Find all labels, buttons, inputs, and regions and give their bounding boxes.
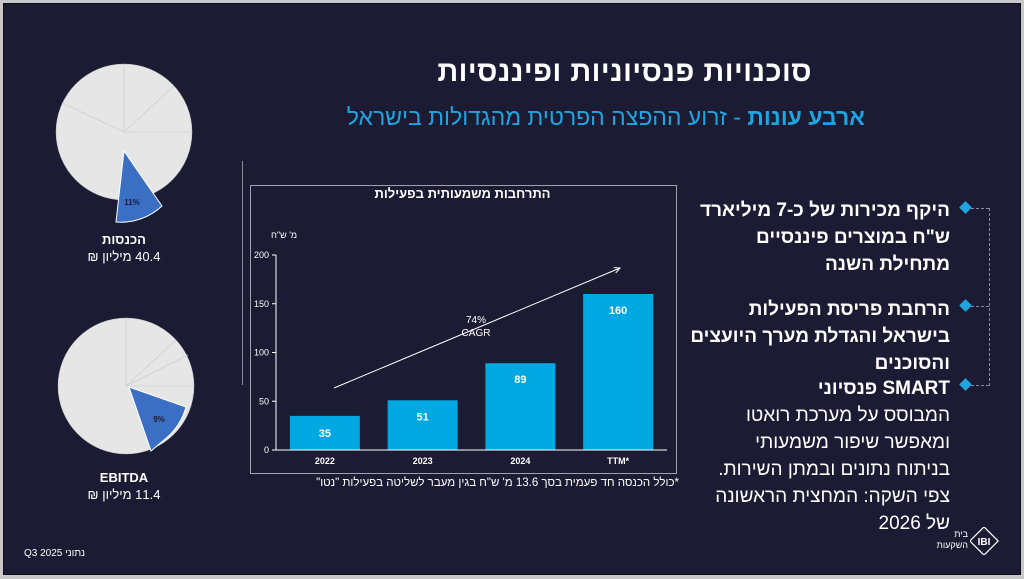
- revenue-value: 40.4 מיליון ₪: [87, 249, 161, 264]
- svg-text:IBI: IBI: [978, 537, 991, 548]
- slide: סוכנויות פנסיוניות ופיננסיות ארבע עונות …: [3, 3, 1021, 575]
- revenue-pie-share-label: 11%: [124, 198, 140, 207]
- bullet-expansion-text: הרחבת פריסת הפעילות בישראל והגדלת מערך ה…: [690, 299, 950, 374]
- bar-2024: [485, 363, 556, 450]
- logo-line1: בית: [954, 529, 968, 539]
- cagr-label: CAGR: [462, 328, 491, 339]
- page-subtitle: ארבע עונות - זרוע ההפצה הפרטית מהגדולות …: [347, 104, 865, 131]
- bar-2022: [289, 415, 360, 450]
- chart-footnote: *כולל הכנסה חד פעמית בסך 13.6 מ' ש"ח בגי…: [316, 477, 679, 489]
- bullet-smart-title: SMART פנסיוני: [817, 378, 950, 399]
- ebitda-label: EBITDA: [99, 470, 149, 485]
- ebitda-pie-slice: [128, 386, 187, 452]
- y-axis-label: מ' ש"ח: [271, 230, 297, 240]
- subtitle-rest: - זרוע ההפצה הפרטית מהגדולות בישראל: [346, 104, 748, 130]
- x-tick-label: 2024: [510, 456, 530, 466]
- y-tick-label: 50: [259, 396, 269, 406]
- cagr-arrow: [333, 268, 620, 389]
- bullet-connector: [989, 208, 990, 386]
- ibi-logo-mark: IBI: [970, 527, 999, 555]
- ebitda-pie-caption: EBITDA 11.4 מיליון ₪: [74, 469, 174, 503]
- bar-2023: [387, 400, 458, 450]
- logo-line2: השקעות: [936, 540, 968, 550]
- chart-frame: [250, 185, 677, 474]
- revenue-pie-chart: 11%: [55, 63, 193, 223]
- bullet-connector-tick: [971, 306, 989, 307]
- y-tick-label: 150: [254, 299, 269, 309]
- bullet-diamond-icon: [959, 201, 972, 214]
- bar-value-label: 35: [319, 428, 331, 440]
- y-tick-label: 200: [254, 250, 269, 260]
- data-date-note: נתוני Q3 2025: [24, 548, 86, 559]
- bar-value-label: 51: [417, 411, 429, 423]
- bullet-smart-body: המבוסס על מערכת רואטו ומאפשר שיפור משמעו…: [715, 405, 950, 534]
- chart-title: התרחבות משמעותית בפעילות: [250, 186, 675, 201]
- ebitda-pie-share-label: 9%: [153, 415, 165, 424]
- ibi-logo: IBI בית השקעות: [936, 527, 1000, 555]
- ebitda-value: 11.4 מיליון ₪: [87, 487, 161, 502]
- revenue-bar-chart: מ' ש"ח 0 50 100 150 200 35 2022 51 2023 89 2024 16…: [254, 230, 667, 466]
- bullet-diamond-icon: [959, 378, 972, 391]
- x-tick-label: 2022: [315, 456, 335, 466]
- subtitle-brand: ארבע עונות: [747, 104, 865, 130]
- divider-line: [242, 161, 243, 385]
- bullet-item-expansion: הרחבת פריסת הפעילות בישראל והגדלת מערך ה…: [688, 296, 950, 377]
- page-title: סוכנויות פנסיוניות ופיננסיות: [437, 56, 812, 88]
- ebitda-pie-chart: 9%: [57, 317, 195, 455]
- revenue-pie-caption: הכנסות 40.4 מיליון ₪: [74, 231, 174, 265]
- bullet-sales-text: היקף מכירות של כ-7 מיליארד ש"ח במוצרים פ…: [700, 200, 950, 275]
- bullet-connector-tick: [971, 385, 989, 386]
- x-tick-label: 2023: [413, 456, 433, 466]
- bar-value-label: 160: [609, 305, 627, 317]
- bullet-diamond-icon: [959, 299, 972, 312]
- bullet-item-smart: SMART פנסיוני המבוסס על מערכת רואטו ומאפ…: [710, 375, 950, 537]
- y-tick-label: 0: [264, 445, 269, 455]
- y-tick-label: 100: [254, 348, 269, 358]
- bar-ttm: [583, 294, 654, 450]
- bullet-connector-tick: [971, 208, 989, 209]
- revenue-pie-slice: [115, 149, 163, 223]
- revenue-label: הכנסות: [102, 232, 146, 247]
- cagr-percent: 74%: [466, 315, 486, 326]
- bullet-item-sales: היקף מכירות של כ-7 מיליארד ש"ח במוצרים פ…: [688, 197, 950, 278]
- x-tick-label: TTM*: [607, 456, 629, 466]
- bar-value-label: 89: [514, 374, 526, 386]
